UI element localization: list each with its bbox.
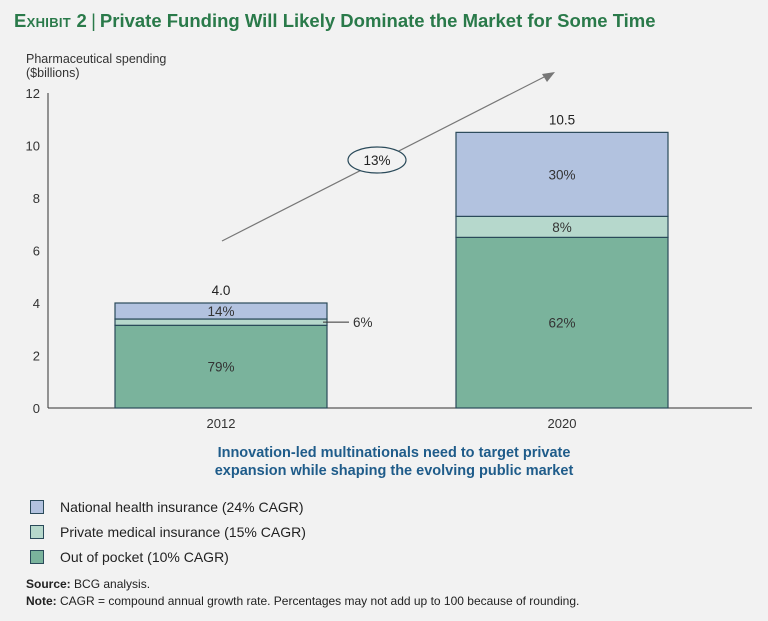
segment-label: 62% [548, 316, 575, 331]
growth-bubble [347, 146, 407, 174]
source-label: Source: [26, 577, 71, 591]
bar-segment [114, 302, 328, 320]
segment-label: 30% [548, 167, 575, 182]
bar-segment [455, 131, 669, 217]
y-tick-label: 12 [26, 86, 40, 101]
exhibit-label: Exhibit 2 [14, 10, 88, 31]
chart-subtitle: Innovation-led multinationals need to ta… [0, 444, 768, 480]
footnotes: Source: BCG analysis. Note: CAGR = compo… [26, 576, 579, 610]
subtitle-line-1: Innovation-led multinationals need to ta… [217, 445, 571, 461]
y-tick-label: 2 [33, 349, 40, 364]
bar-segment [455, 236, 669, 409]
y-axis-label-line-2: ($billions) [26, 66, 80, 80]
y-tick-label: 4 [33, 296, 40, 311]
x-tick-label: 2012 [207, 416, 236, 431]
legend-swatch [30, 499, 44, 514]
note-label: Note: [26, 594, 57, 608]
growth-arrowhead [542, 72, 555, 82]
y-tick-label: 10 [26, 139, 40, 154]
subtitle-line-2: expansion while shaping the evolving pub… [214, 463, 574, 479]
note-text: CAGR = compound annual growth rate. Perc… [60, 594, 580, 608]
bar-segment [114, 324, 328, 409]
title-separator: | [91, 10, 96, 31]
y-axis-label-line-1: Pharmaceutical spending [26, 52, 166, 66]
title-text: Private Funding Will Likely Dominate the… [99, 10, 656, 31]
callout-label: 6% [353, 315, 373, 330]
growth-label: 13% [363, 153, 390, 168]
segment-label: 14% [207, 304, 234, 319]
legend-swatch [30, 549, 44, 564]
segment-label: 8% [552, 220, 572, 235]
legend-item-private-medical: Private medical insurance (15% CAGR) [30, 519, 306, 544]
source-text: BCG analysis. [74, 577, 151, 591]
note: Note: CAGR = compound annual growth rate… [26, 593, 579, 610]
source-note: Source: BCG analysis. [26, 576, 579, 593]
bar-segment [114, 318, 328, 326]
legend: National health insurance (24% CAGR) Pri… [30, 494, 306, 569]
y-tick-label: 6 [33, 244, 40, 259]
legend-label: National health insurance (24% CAGR) [60, 498, 304, 515]
x-tick-label: 2020 [548, 416, 577, 431]
legend-item-national-health: National health insurance (24% CAGR) [30, 494, 306, 519]
total-label: 10.5 [549, 112, 575, 127]
y-tick-label: 8 [33, 191, 40, 206]
stacked-bar-chart: Pharmaceutical spending($billions) 0 2 4 6 8 1… [26, 52, 752, 431]
legend-item-out-of-pocket: Out of pocket (10% CAGR) [30, 544, 306, 569]
total-label: 4.0 [212, 283, 231, 298]
segment-label: 79% [207, 360, 234, 375]
legend-swatch [30, 524, 44, 539]
y-tick-label: 0 [33, 401, 40, 416]
chart-title: Exhibit 2 | Private Funding Will Likely Do… [14, 10, 656, 32]
legend-label: Out of pocket (10% CAGR) [60, 548, 229, 565]
legend-label: Private medical insurance (15% CAGR) [60, 523, 306, 540]
